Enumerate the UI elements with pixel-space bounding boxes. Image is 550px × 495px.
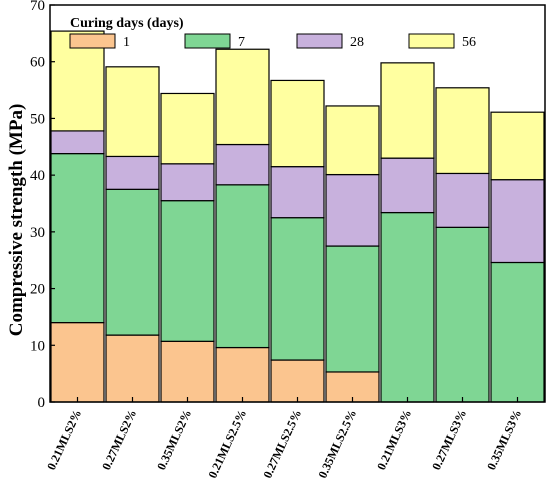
bar-8-series-28: [435, 172, 490, 228]
x-tick-label: 0.27MLS3%: [429, 407, 469, 472]
legend-swatch-28: [296, 33, 343, 49]
legend-label-1: 1: [123, 35, 130, 50]
bar-6-series-56: [325, 105, 380, 176]
x-tick-label: 0.27MLS2.5%: [260, 407, 304, 480]
x-tick-label: 0.35MLS2%: [154, 407, 194, 472]
legend-label-7: 7: [238, 35, 245, 50]
bar-7-series-56: [380, 62, 435, 159]
x-tick-label: 0.21MLS2%: [44, 407, 84, 472]
legend: Curing days (days) 1 7 28 56: [69, 16, 476, 50]
bar-6-series-7: [325, 245, 380, 373]
x-tick-label: 0.35MLS2.5%: [315, 407, 359, 480]
bar-2-series-1: [105, 334, 160, 403]
bar-3-series-28: [160, 163, 215, 202]
bar-8-series-56: [435, 87, 490, 175]
bar-1-series-28: [50, 130, 105, 155]
y-tick-label: 50: [30, 111, 45, 127]
y-axis-label: Compressive strength (MPa): [6, 104, 27, 337]
bar-6-series-1: [325, 371, 380, 403]
y-tick-label: 60: [30, 55, 45, 71]
bar-3-series-7: [160, 200, 215, 342]
legend-swatch-1: [69, 33, 116, 49]
bar-9-series-28: [490, 179, 545, 264]
legend-swatch-56: [408, 33, 455, 49]
x-tick-label: 0.21MLS2.5%: [205, 407, 249, 480]
bar-5-series-1: [270, 359, 325, 403]
bar-5-series-56: [270, 79, 325, 168]
y-tick-label: 20: [30, 282, 45, 298]
bar-8-series-7: [435, 226, 490, 403]
bars: [50, 30, 545, 403]
bar-5-series-28: [270, 166, 325, 219]
bar-3-series-1: [160, 340, 215, 403]
bar-3-series-56: [160, 92, 215, 165]
bar-2-series-7: [105, 188, 160, 336]
bar-4-series-28: [215, 143, 270, 186]
legend-label-28: 28: [350, 35, 364, 50]
bar-9-series-56: [490, 111, 545, 181]
bar-5-series-7: [270, 217, 325, 361]
bar-4-series-1: [215, 346, 270, 403]
y-tick-label: 70: [30, 0, 45, 14]
x-tick-label: 0.21MLS3%: [374, 407, 414, 472]
legend-swatch-7: [184, 33, 231, 49]
bar-1-series-1: [50, 322, 105, 403]
bar-9-series-7: [490, 261, 545, 403]
legend-label-56: 56: [462, 35, 476, 50]
y-tick-label: 0: [38, 395, 46, 411]
y-tick-label: 10: [30, 338, 45, 354]
bar-2-series-28: [105, 155, 160, 190]
bar-6-series-28: [325, 173, 380, 247]
legend-title: Curing days (days): [70, 16, 184, 31]
bar-4-series-56: [215, 48, 270, 146]
x-tick-label: 0.27MLS2%: [99, 407, 139, 472]
bar-1-series-7: [50, 152, 105, 324]
y-tick-label: 30: [30, 225, 45, 241]
bar-7-series-7: [380, 211, 435, 403]
y-tick-label: 40: [30, 168, 45, 184]
bar-4-series-7: [215, 184, 270, 349]
x-tick-label: 0.35MLS3%: [484, 407, 524, 472]
bar-7-series-28: [380, 157, 435, 214]
bar-2-series-56: [105, 66, 160, 158]
